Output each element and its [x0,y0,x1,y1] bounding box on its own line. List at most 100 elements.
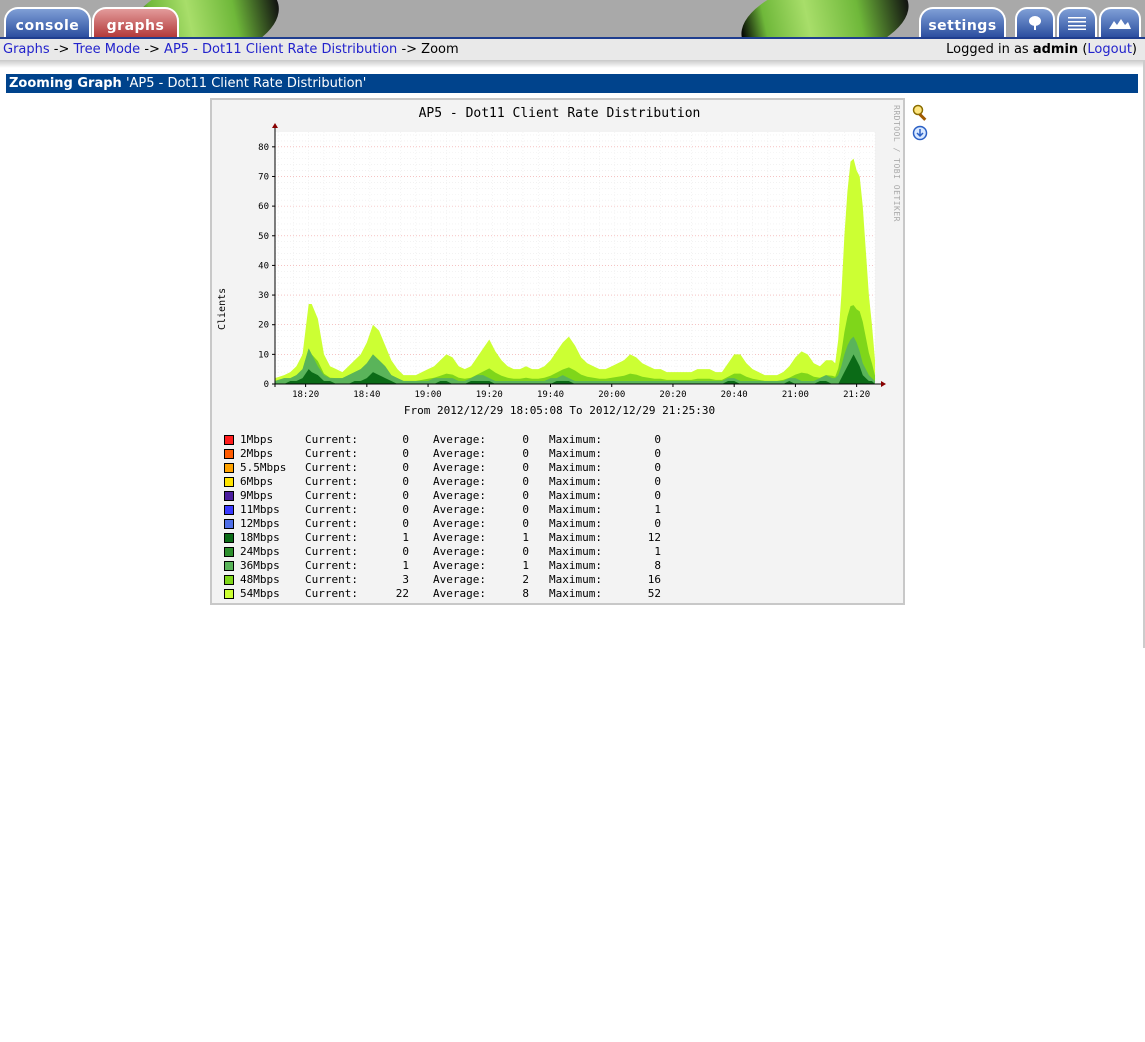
legend-current-label: Current: [305,447,358,460]
legend-maximum-value: 12 [647,531,661,544]
legend-swatch [224,449,234,459]
legend-current-value: 0 [402,433,409,446]
legend-average-value: 0 [522,447,529,460]
legend-series-name: 5.5Mbps [240,461,287,474]
legend-maximum-value: 0 [654,517,661,530]
x-tick-label: 20:20 [659,390,686,400]
legend-maximum-label: Maximum: [549,573,602,586]
y-tick-label: 80 [258,143,269,153]
top-navigation-bar: console graphs settings [0,0,1145,37]
preview-view-button[interactable] [1099,7,1141,37]
legend-current-label: Current: [305,559,358,572]
legend-current-value: 0 [402,503,409,516]
legend-current-value: 0 [402,447,409,460]
legend-current-value: 0 [402,461,409,474]
legend-average-label: Average: [433,531,486,544]
legend-series-name: 1Mbps [240,433,274,446]
legend-maximum-label: Maximum: [549,559,602,572]
breadcrumb: Graphs -> Tree Mode -> AP5 - Dot11 Clien… [3,39,459,60]
x-tick-label: 20:40 [721,390,748,400]
page-edge [1143,60,1145,648]
legend-maximum-label: Maximum: [549,447,602,460]
magnifier-icon [912,104,927,121]
zoom-header: Zooming Graph 'AP5 - Dot11 Client Rate D… [6,74,1138,93]
zoom-button[interactable] [912,104,930,122]
y-tick-label: 0 [264,380,269,390]
y-tick-label: 70 [258,172,269,182]
legend-average-value: 0 [522,433,529,446]
tree-icon [1029,16,1041,30]
graph-image[interactable]: AP5 - Dot11 Client Rate Distribution Cli… [210,98,905,605]
legend-maximum-label: Maximum: [549,531,602,544]
legend-swatch [224,533,234,543]
tab-settings[interactable]: settings [919,7,1006,37]
legend-current-label: Current: [305,503,358,516]
legend-average-label: Average: [433,503,486,516]
legend-average-label: Average: [433,433,486,446]
legend-series-name: 54Mbps [240,587,280,600]
legend-row: 5.5Mbps Current: 0 Average: 0 Maximum: 0 [224,461,661,475]
logout-paren-close: ) [1131,42,1137,57]
list-view-button[interactable] [1057,7,1097,37]
chart-plot[interactable]: 0 10 20 30 40 50 60 70 80 18:20 18:40 19:00 19:20 19:… [212,100,903,400]
legend-average-label: Average: [433,475,486,488]
x-tick-label: 18:20 [292,390,319,400]
legend-maximum-value: 1 [654,503,661,516]
legend-current-value: 22 [395,587,409,600]
y-tick-label: 60 [258,202,269,212]
list-icon [1068,17,1086,30]
legend-current-label: Current: [305,587,358,600]
legend-row: 9Mbps Current: 0 Average: 0 Maximum: 0 [224,489,661,503]
breadcrumb-graph-title[interactable]: AP5 - Dot11 Client Rate Distribution [164,42,398,57]
x-tick-label: 21:00 [782,390,809,400]
legend-swatch [224,519,234,529]
legend-swatch [224,491,234,501]
legend-swatch [224,575,234,585]
logout-link[interactable]: Logout [1087,42,1132,57]
nav-underline [0,37,1145,39]
legend-row: 24Mbps Current: 0 Average: 0 Maximum: 1 [224,545,661,559]
legend-maximum-label: Maximum: [549,461,602,474]
header-shadow [0,60,1145,68]
breadcrumb-graphs[interactable]: Graphs [3,42,50,57]
legend-current-value: 0 [402,517,409,530]
x-tick-label: 19:00 [415,390,442,400]
legend-current-label: Current: [305,531,358,544]
x-tick-label: 18:40 [353,390,380,400]
legend-row: 36Mbps Current: 1 Average: 1 Maximum: 8 [224,559,661,573]
legend-swatch [224,463,234,473]
legend-maximum-label: Maximum: [549,517,602,530]
graph-time-range: From 2012/12/29 18:05:08 To 2012/12/29 2… [403,404,716,417]
legend-row: 48Mbps Current: 3 Average: 2 Maximum: 16 [224,573,661,587]
preview-icon [1109,19,1131,29]
legend-swatch [224,435,234,445]
legend-average-value: 0 [522,489,529,502]
y-axis-arrow [272,123,278,128]
tree-view-button[interactable] [1015,7,1055,37]
legend-maximum-value: 16 [647,573,661,586]
legend-current-value: 1 [402,531,409,544]
breadcrumb-bar: Graphs -> Tree Mode -> AP5 - Dot11 Clien… [0,39,1145,60]
legend-average-value: 1 [522,559,529,572]
legend-current-label: Current: [305,433,358,446]
download-icon [912,125,928,141]
login-status: Logged in as admin (Logout) [946,39,1137,60]
legend-maximum-label: Maximum: [549,433,602,446]
legend-current-value: 0 [402,475,409,488]
legend-maximum-value: 8 [654,559,661,572]
legend-row: 18Mbps Current: 1 Average: 1 Maximum: 12 [224,531,661,545]
legend-current-label: Current: [305,489,358,502]
export-button[interactable] [912,125,930,143]
x-tick-label: 19:40 [537,390,564,400]
legend-maximum-value: 0 [654,433,661,446]
legend-average-label: Average: [433,489,486,502]
y-tick-label: 20 [258,321,269,331]
x-axis-arrow [881,381,886,387]
legend-series-name: 2Mbps [240,447,274,460]
legend-maximum-value: 0 [654,475,661,488]
tab-graphs[interactable]: graphs [92,7,179,37]
y-tick-label: 50 [258,232,269,242]
tab-console[interactable]: console [4,7,91,37]
breadcrumb-separator: -> [53,42,70,57]
breadcrumb-tree-mode[interactable]: Tree Mode [73,42,141,57]
